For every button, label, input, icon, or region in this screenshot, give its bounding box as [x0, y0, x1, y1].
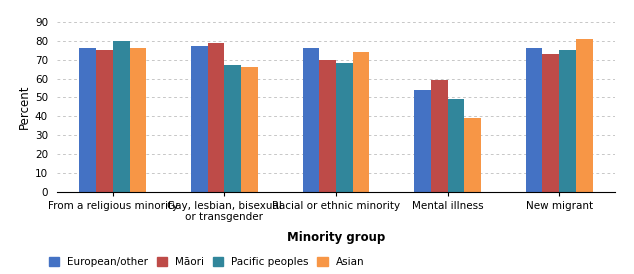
Bar: [448, 99, 464, 192]
Legend: European/other, Māori, Pacific peoples, Asian: European/other, Māori, Pacific peoples, …: [44, 253, 369, 271]
Bar: [526, 48, 543, 192]
Bar: [208, 43, 224, 192]
Bar: [113, 41, 129, 192]
Bar: [543, 54, 559, 192]
Bar: [79, 48, 96, 192]
Bar: [320, 60, 336, 192]
Bar: [241, 67, 258, 192]
Bar: [464, 118, 481, 192]
Y-axis label: Percent: Percent: [18, 85, 30, 129]
Bar: [353, 52, 370, 192]
Bar: [96, 50, 113, 192]
Bar: [191, 47, 208, 192]
Bar: [224, 65, 241, 192]
Bar: [431, 81, 448, 192]
Bar: [336, 64, 353, 192]
Bar: [559, 50, 576, 192]
Bar: [414, 90, 431, 192]
Text: Minority group: Minority group: [287, 230, 385, 244]
Bar: [129, 48, 146, 192]
Bar: [576, 39, 593, 192]
Bar: [302, 48, 320, 192]
